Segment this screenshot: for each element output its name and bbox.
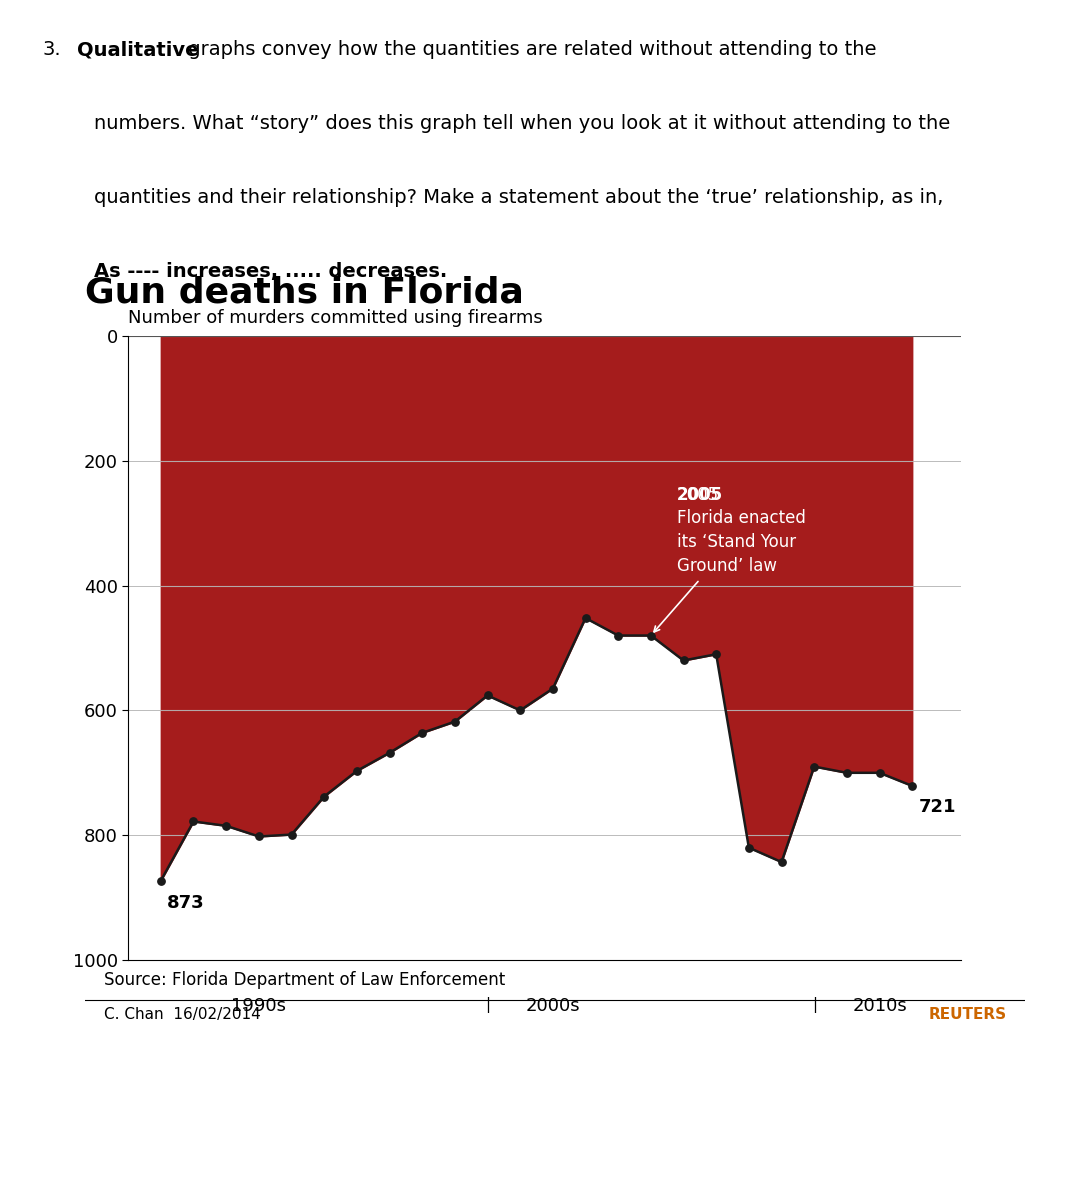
Point: [446, 712, 464, 731]
Point: [904, 776, 921, 796]
Text: 1990s: 1990s: [232, 997, 286, 1015]
Text: Number of murders committed using firearms: Number of murders committed using firear…: [128, 308, 543, 326]
Text: As ---- increases, ..... decreases.: As ---- increases, ..... decreases.: [94, 262, 447, 281]
Text: |: |: [485, 997, 490, 1014]
Text: Source: Florida Department of Law Enforcement: Source: Florida Department of Law Enforc…: [105, 971, 505, 989]
Point: [675, 650, 692, 670]
Point: [871, 763, 889, 782]
Point: [381, 743, 398, 762]
Point: [708, 644, 725, 664]
Text: Qualitative: Qualitative: [77, 41, 199, 59]
Point: [283, 824, 300, 844]
Point: [218, 816, 235, 835]
Text: 2005: 2005: [677, 486, 723, 504]
Point: [413, 724, 430, 743]
Point: [185, 812, 202, 832]
Text: numbers. What “story” does this graph tell when you look at it without attending: numbers. What “story” does this graph te…: [94, 114, 951, 133]
Text: 2010s: 2010s: [852, 997, 907, 1015]
Text: 3.: 3.: [43, 41, 61, 59]
Text: 2005
Florida enacted
its ‘Stand Your
Ground’ law: 2005 Florida enacted its ‘Stand Your Gro…: [677, 486, 806, 575]
Text: C. Chan  16/02/2014: C. Chan 16/02/2014: [105, 1007, 261, 1021]
Point: [642, 626, 659, 646]
Text: quantities and their relationship? Make a statement about the ‘true’ relationshi: quantities and their relationship? Make …: [94, 188, 943, 208]
Text: Gun deaths in Florida: Gun deaths in Florida: [85, 276, 524, 310]
Point: [545, 679, 562, 698]
Point: [838, 763, 855, 782]
Point: [740, 838, 757, 857]
Text: |: |: [812, 997, 817, 1014]
Text: graphs convey how the quantities are related without attending to the: graphs convey how the quantities are rel…: [182, 41, 876, 59]
Point: [805, 757, 822, 776]
Point: [250, 827, 267, 846]
Point: [577, 608, 594, 628]
Text: REUTERS: REUTERS: [928, 1007, 1006, 1021]
Text: 873: 873: [168, 894, 205, 912]
Text: 2000s: 2000s: [525, 997, 580, 1015]
Point: [153, 871, 170, 890]
Point: [316, 787, 333, 806]
Point: [610, 626, 627, 646]
Text: 721: 721: [918, 798, 956, 816]
Point: [478, 686, 496, 706]
Point: [773, 852, 790, 871]
Point: [348, 761, 365, 780]
Point: [512, 701, 529, 720]
